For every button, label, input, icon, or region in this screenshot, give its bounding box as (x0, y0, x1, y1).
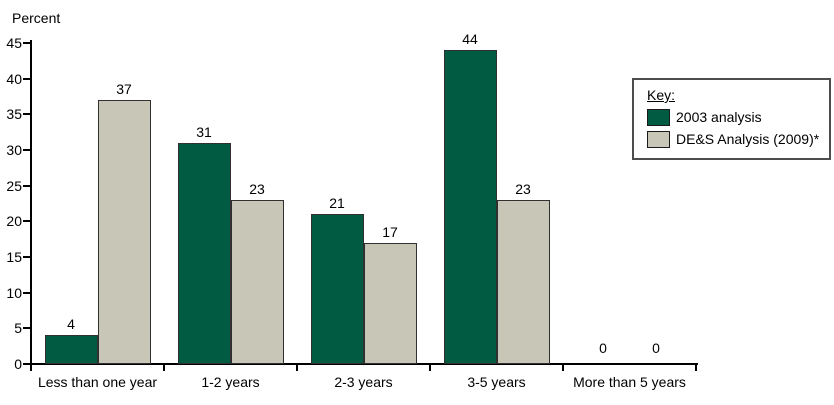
y-tick-label: 15 (6, 249, 22, 265)
y-tick (23, 363, 31, 365)
bar-value-label: 0 (652, 340, 660, 356)
y-tick (23, 327, 31, 330)
y-tick-label: 20 (6, 213, 22, 230)
bar-value-label: 44 (462, 31, 478, 48)
bar-value-label: 23 (515, 180, 531, 197)
bar-2003-analysis (44, 335, 98, 364)
y-axis-title: Percent (12, 10, 61, 26)
bar-value-label: 0 (599, 340, 607, 356)
legend-swatch-2003-analysis (647, 109, 670, 126)
y-tick (23, 220, 31, 223)
legend-item: 2003 analysis (647, 109, 823, 126)
y-tick (23, 42, 31, 44)
x-tick (562, 365, 564, 371)
y-tick-label: 5 (14, 320, 22, 337)
bar-de-s-analysis-2009 (97, 100, 151, 364)
x-tick (163, 365, 165, 371)
y-axis-line (30, 40, 32, 366)
bar-2003-analysis (177, 142, 231, 364)
y-tick-label: 35 (6, 106, 22, 123)
x-category-label: More than 5 years (573, 374, 686, 390)
bar-value-label: 4 (67, 316, 75, 333)
legend-item-label: 2003 analysis (676, 109, 762, 125)
y-tick-label: 40 (6, 70, 22, 87)
x-tick (296, 365, 298, 371)
y-tick (23, 113, 31, 116)
bar-value-label: 21 (329, 195, 345, 212)
y-tick (23, 149, 31, 151)
y-tick-label: 25 (6, 177, 22, 194)
y-tick-label: 45 (6, 35, 22, 51)
bar-2003-analysis (310, 214, 364, 364)
bar-value-label: 37 (116, 81, 132, 98)
y-tick (23, 256, 31, 258)
y-tick-label: 10 (6, 284, 22, 301)
legend-swatch-des-analysis-2009 (647, 131, 670, 148)
legend-item: DE&S Analysis (2009)* (647, 131, 823, 148)
x-tick (695, 365, 697, 371)
y-tick (23, 184, 31, 187)
x-category-label: Less than one year (37, 374, 158, 390)
x-tick (30, 365, 32, 371)
y-tick-label: 30 (6, 142, 22, 158)
legend-item-label: DE&S Analysis (2009)* (676, 131, 820, 147)
x-category-label: 1-2 years (201, 374, 260, 390)
x-axis-line (30, 363, 698, 365)
y-tick (23, 77, 31, 80)
bar-de-s-analysis-2009 (496, 199, 550, 364)
bar-de-s-analysis-2009 (363, 242, 417, 364)
bar-value-label: 23 (249, 180, 265, 197)
bar-de-s-analysis-2009 (230, 199, 284, 364)
y-tick (23, 291, 31, 294)
x-category-label: 2-3 years (334, 374, 393, 390)
legend: Key: 2003 analysis DE&S Analysis (2009)* (632, 78, 831, 160)
legend-title: Key: (647, 87, 676, 103)
x-category-label: 3-5 years (467, 374, 526, 390)
bar-value-label: 31 (196, 123, 212, 140)
x-tick (429, 365, 431, 371)
bar-2003-analysis (443, 50, 497, 364)
y-tick-label: 0 (14, 356, 22, 372)
bar-value-label: 17 (382, 223, 398, 240)
